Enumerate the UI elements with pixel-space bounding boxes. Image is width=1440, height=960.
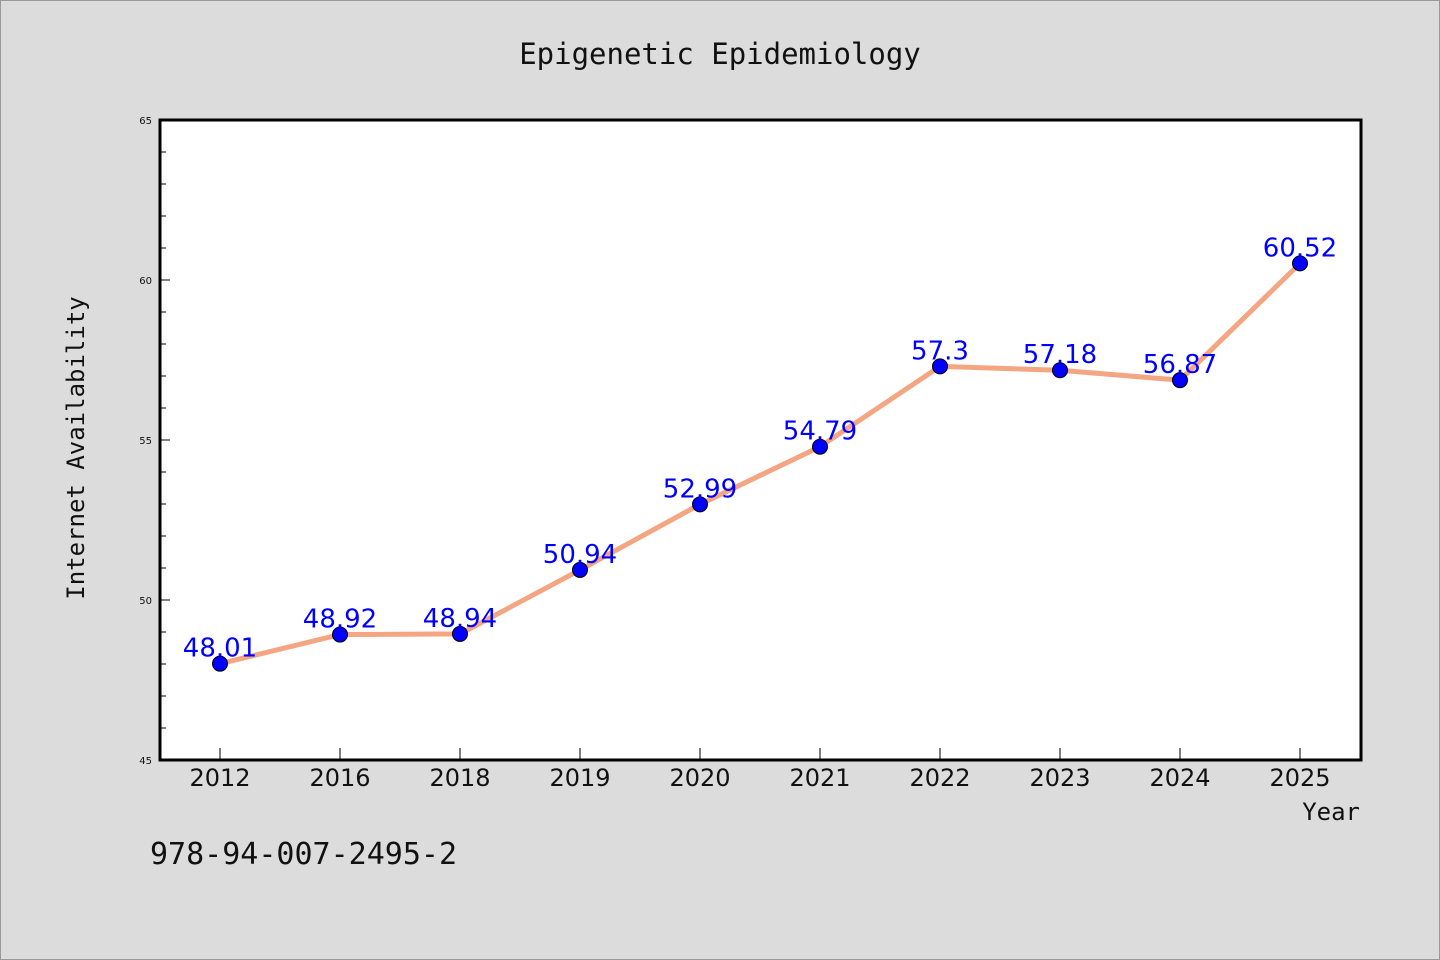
data-point: [812, 438, 828, 455]
data-label: 50.94: [543, 540, 617, 570]
x-tick-label: 2020: [669, 764, 730, 792]
data-label: 48.92: [303, 605, 377, 635]
y-tick-label: 45: [139, 756, 152, 767]
data-point: [1052, 362, 1068, 379]
data-point: [332, 626, 348, 643]
data-point: [452, 625, 468, 642]
data-label: 60.52: [1263, 233, 1337, 263]
data-label: 54.79: [783, 417, 857, 447]
chart-title: Epigenetic Epidemiology: [519, 37, 921, 71]
y-tick-label: 55: [139, 436, 152, 447]
data-label: 48.01: [183, 634, 257, 664]
x-tick-label: 2018: [429, 764, 490, 792]
data-labels: 48.01 48.92 48.94 50.94 52.99 54.79 57.3 57.18 5…: [183, 233, 1337, 663]
data-markers: [212, 255, 1308, 672]
data-label: 57.18: [1023, 340, 1097, 370]
data-point: [212, 655, 228, 672]
x-tick-label: 2023: [1029, 764, 1090, 792]
data-label: 57.3: [911, 336, 969, 366]
x-tick-label: 2016: [309, 764, 370, 792]
data-label: 48.94: [423, 604, 497, 634]
y-tick-label: 65: [139, 116, 152, 127]
data-point: [692, 496, 708, 513]
plot-area: [158, 118, 1363, 762]
y-axis: 45 50 55 60 65: [139, 116, 170, 767]
data-point: [932, 358, 948, 375]
y-tick-label: 60: [139, 276, 152, 287]
x-tick-label: 2024: [1149, 764, 1210, 792]
isbn-text: 978-94-007-2495-2: [150, 837, 457, 872]
x-tick-label: 2022: [909, 764, 970, 792]
x-tick-label: 2012: [189, 764, 250, 792]
y-tick-label: 50: [139, 596, 152, 607]
x-axis: 2012 2016 2018 2019 2020 2021 2022 2023 2024 2025: [189, 748, 1331, 792]
data-point: [1172, 372, 1188, 389]
data-label: 56.87: [1143, 350, 1217, 380]
x-tick-label: 2025: [1269, 764, 1330, 792]
data-point: [1292, 255, 1308, 272]
y-axis-label: Internet Availability: [62, 296, 90, 599]
series-line: [219, 261, 1302, 667]
data-label: 52.99: [663, 474, 737, 504]
x-tick-label: 2019: [549, 764, 610, 792]
x-tick-label: 2021: [789, 764, 850, 792]
x-axis-label: Year: [1302, 798, 1360, 826]
data-point: [572, 561, 588, 578]
